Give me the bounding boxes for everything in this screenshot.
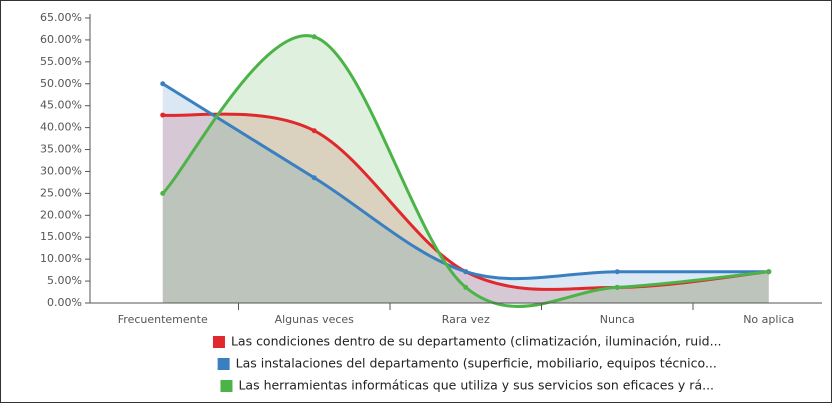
legend-swatch (212, 336, 225, 348)
legend-swatch (217, 358, 230, 370)
area (162, 35, 769, 307)
y-tick-label: 30.00% (40, 164, 82, 177)
x-tick-label: Frecuentemente (118, 313, 208, 326)
y-tick-label: 45.00% (40, 99, 82, 112)
x-tick-label: Algunas veces (275, 313, 355, 326)
y-tick-label: 5.00% (47, 274, 82, 287)
point (311, 128, 317, 134)
point (160, 112, 166, 118)
point (766, 269, 772, 275)
y-tick-label: 50.00% (40, 77, 82, 90)
y-tick-label: 25.00% (40, 186, 82, 199)
y-tick-label: 0.00% (47, 296, 82, 309)
area (162, 83, 769, 304)
x-tick-label: Nunca (600, 313, 635, 326)
point (311, 34, 317, 40)
y-tick-label: 35.00% (40, 143, 82, 156)
y-tick-label: 55.00% (40, 55, 82, 68)
legend-swatch (220, 380, 233, 392)
y-tick-label: 15.00% (40, 230, 82, 243)
point (311, 175, 317, 181)
y-tick-label: 60.00% (40, 33, 82, 46)
point (160, 190, 166, 196)
point (614, 269, 620, 275)
area (162, 114, 769, 303)
x-tick-label: No aplica (743, 313, 794, 326)
y-tick-label: 65.00% (40, 11, 82, 24)
point (463, 269, 469, 275)
legend-label: Las herramientas informáticas que utiliz… (238, 378, 714, 393)
y-tick-label: 40.00% (40, 121, 82, 134)
line (161, 34, 769, 308)
legend-label: Las condiciones dentro de su departament… (231, 334, 722, 349)
y-tick-label: 20.00% (40, 208, 82, 221)
point (614, 284, 620, 290)
legend-label: Las instalaciones del departamento (supe… (236, 356, 717, 371)
point (463, 284, 469, 290)
y-tick-label: 10.00% (40, 252, 82, 265)
x-tick-label: Rara vez (442, 313, 490, 326)
point (160, 81, 166, 87)
